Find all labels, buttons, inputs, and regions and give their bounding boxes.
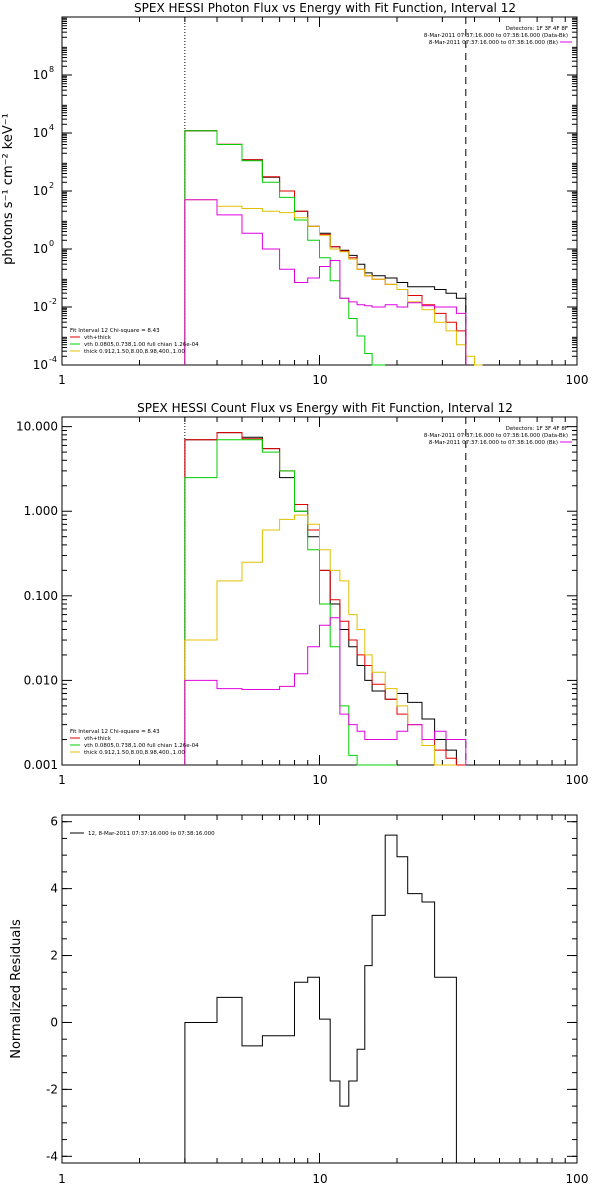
y-tick-exponent: 0 (49, 239, 54, 248)
y-axis-ticks: 6 4 2 0 -2 -4 (46, 815, 58, 1164)
legend-entry: vth+thick (84, 736, 112, 742)
series-data-bk-line (184, 130, 467, 365)
legend: Fit Interval 12 Chi-square = 8.43 vth+th… (70, 729, 199, 756)
series-vth-thick-line (184, 432, 466, 766)
info-block: Detectors: 1F 3F 4F 8F 8-Mar-2011 07:37:… (424, 426, 572, 446)
legend-entry: vth 0.0805,0.738,1.00 full chian 1.26e-0… (84, 743, 199, 749)
y-tick-label: 1.000 (24, 504, 58, 518)
y-tick-label: 2 (50, 949, 58, 963)
x-axis-ticks: 1 10 100 (58, 1172, 588, 1186)
y-axis-ticks: 10.000 1.000 0.100 0.010 0.001 (16, 420, 58, 772)
y-tick-label: 10 (33, 184, 48, 198)
photon-flux-plot-area (61, 17, 577, 366)
y-tick-label: 10 (33, 126, 48, 140)
y-axis-label: photons s⁻¹ cm⁻² keV⁻¹ (1, 113, 16, 265)
y-tick-label: 0.100 (24, 589, 58, 603)
info-line: 8-Mar-2011 07:37:16.000 to 07:38:16.000 … (424, 33, 568, 39)
count-flux-plot-area (61, 417, 577, 766)
x-tick-label: 1 (58, 773, 66, 787)
y-tick-label: -2 (46, 1082, 58, 1096)
legend: 12, 8-Mar-2011 07:37:16.000 to 07:38:16.… (70, 831, 215, 837)
x-tick-label: 10 (312, 373, 327, 387)
y-tick-label: -4 (46, 1149, 58, 1163)
info-line: Detectors: 1F 3F 4F 8F (506, 426, 568, 432)
series-vth-line (184, 130, 386, 366)
y-tick-label: 10 (33, 242, 48, 256)
legend-entry: thick 0.912,1.50,8.00,8.98,400.,1.00 (84, 750, 185, 756)
y-tick-label: 10 (33, 300, 48, 314)
y-tick-label: 4 (50, 882, 58, 896)
info-line: 8-Mar-2011 07:37:16.000 to 07:38:16.000 … (429, 40, 558, 46)
chart-title: SPEX HESSI Photon Flux vs Energy with Fi… (134, 1, 516, 15)
x-tick-label: 100 (566, 773, 589, 787)
y-tick-exponent: 2 (49, 181, 54, 190)
series-bk-line (184, 199, 467, 365)
x-tick-label: 10 (312, 773, 327, 787)
y-tick-label: 10.000 (16, 420, 58, 434)
series-vth-thick-line (184, 130, 467, 365)
series-bk-line (184, 617, 467, 765)
y-axis-label: Normalized Residuals (9, 919, 24, 1059)
x-axis-ticks: 1 10 100 (58, 373, 588, 387)
info-line: 8-Mar-2011 07:37:16.000 to 07:38:16.000 … (424, 433, 568, 439)
y-tick-exponent: -4 (49, 355, 57, 364)
info-line: Detectors: 1F 3F 4F 8F (506, 26, 568, 32)
y-axis-ticks: 10 -410 -210 010 210 410 8 (33, 65, 57, 372)
plot-frame (61, 16, 578, 366)
y-tick-exponent: -2 (49, 297, 57, 306)
y-tick-label: 0 (50, 1015, 58, 1029)
y-tick-label: 0.010 (24, 673, 58, 687)
info-line: 8-Mar-2011 07:37:16.000 to 07:38:16.000 … (429, 440, 558, 446)
y-tick-label: 10 (33, 358, 48, 372)
series-data-bk-line (184, 432, 466, 766)
y-tick-label: 6 (50, 815, 58, 829)
photon-flux-panel: SPEX HESSI Photon Flux vs Energy with Fi… (1, 1, 588, 387)
residuals-panel: Normalized Residuals 1 10 100 6 4 2 0 -2 -4 1… (9, 814, 588, 1186)
legend-entry: 12, 8-Mar-2011 07:37:16.000 to 07:38:16.… (88, 831, 215, 837)
x-axis-ticks: 1 10 100 (58, 773, 588, 787)
residuals-plot-area (61, 815, 577, 1163)
x-tick-label: 100 (566, 373, 589, 387)
legend-header: Fit Interval 12 Chi-square = 8.43 (70, 328, 160, 334)
legend-entry: vth+thick (84, 335, 112, 341)
legend: Fit Interval 12 Chi-square = 8.43 vth+th… (70, 328, 199, 355)
y-tick-label: 0.001 (24, 758, 58, 772)
y-tick-label: 10 (33, 68, 48, 82)
series-12-8-mar-2011-07-37-16-000-to-07-38-16-000-line (184, 834, 457, 1163)
legend-header: Fit Interval 12 Chi-square = 8.43 (70, 729, 160, 735)
series-thick-line (184, 514, 457, 766)
x-tick-label: 100 (566, 1172, 589, 1186)
x-tick-label: 1 (58, 1172, 66, 1186)
count-flux-panel: SPEX HESSI Count Flux vs Energy with Fit… (16, 401, 588, 787)
x-tick-label: 10 (312, 1172, 327, 1186)
chart-title: SPEX HESSI Count Flux vs Energy with Fit… (137, 401, 513, 415)
series-thick-line (184, 199, 483, 366)
legend-entry: thick 0.912,1.50,8.00,8.98,400.,1.00 (84, 349, 185, 355)
y-tick-exponent: 8 (49, 65, 54, 74)
legend-entry: vth 0.0805,0.738,1.00 full chian 1.26e-0… (84, 342, 199, 348)
x-tick-label: 1 (58, 373, 66, 387)
info-block: Detectors: 1F 3F 4F 8F 8-Mar-2011 07:37:… (424, 26, 572, 46)
y-tick-exponent: 4 (49, 123, 54, 132)
